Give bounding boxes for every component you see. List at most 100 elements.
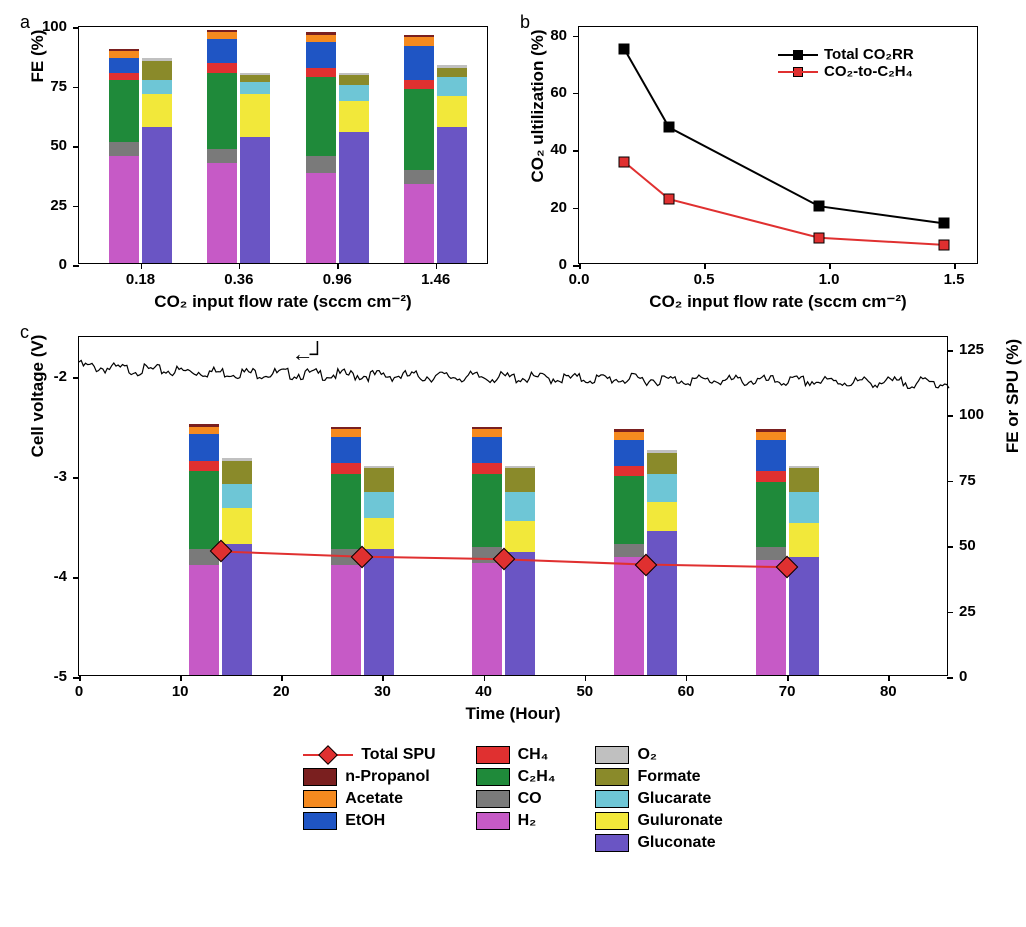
bar-segment-h2: [109, 156, 139, 263]
panel-a-plot: 02550751000.180.360.961.46: [78, 26, 488, 264]
bar-segment-ch4: [404, 80, 434, 90]
panel-a-bar-group: [306, 32, 369, 263]
bar-segment-c2h4: [207, 73, 237, 149]
panel-b-marker: [619, 156, 630, 167]
voltage-trace: [79, 360, 949, 388]
panel-c-yrtick: 50: [959, 537, 999, 554]
stacked-bar: [437, 35, 467, 263]
panel-b-ytick: 0: [527, 256, 567, 273]
panel-c-xtick: 20: [269, 683, 293, 700]
bar-segment-ch4: [306, 68, 336, 78]
bar-segment-gluconate: [240, 137, 270, 263]
panel-c-yrtick: 75: [959, 472, 999, 489]
arrow-left-icon: ←┘: [292, 341, 322, 367]
panel-c-yrtick: 25: [959, 603, 999, 620]
stacked-bar: [306, 32, 336, 263]
bar-segment-h2: [306, 173, 336, 263]
panel-b-marker: [814, 232, 825, 243]
legend-item: Guluronate: [595, 812, 722, 830]
bar-segment-formate: [240, 75, 270, 82]
panel-a-xtick: 1.46: [416, 271, 456, 288]
bar-segment-etoh: [306, 42, 336, 68]
bar-segment-formate: [142, 61, 172, 80]
legend-item: Formate: [595, 768, 722, 786]
bar-segment-etoh: [109, 58, 139, 72]
bar-segment-h2: [207, 163, 237, 263]
panel-c-xtick: 0: [67, 683, 91, 700]
panel-c-xtick: 50: [573, 683, 597, 700]
panel-b-xtick: 0.0: [564, 271, 594, 288]
bar-segment-h2: [404, 184, 434, 263]
bar-segment-gluconate: [437, 127, 467, 263]
legend-item: Acetate: [303, 790, 435, 808]
panel-c-xtick: 60: [674, 683, 698, 700]
bar-segment-acetate: [109, 51, 139, 58]
panel-c-ylabel-left: Cell voltage (V): [28, 226, 48, 566]
panel-a-xtick: 0.18: [121, 271, 161, 288]
panel-b-marker: [939, 239, 950, 250]
panel-b-marker: [814, 201, 825, 212]
bar-segment-guluronate: [240, 94, 270, 137]
panel-b-xtick: 1.0: [814, 271, 844, 288]
legend-column: Total SPU n-Propanol Acetate EtOH: [303, 746, 435, 852]
bar-segment-glucarate: [437, 77, 467, 96]
stacked-bar: [207, 30, 237, 263]
panel-a-xlabel: CO₂ input flow rate (sccm cm⁻²): [78, 292, 488, 312]
bar-segment-guluronate: [339, 101, 369, 132]
panel-a-xtick: 0.36: [219, 271, 259, 288]
legend-column: CH₄C₂H₄COH₂: [476, 746, 556, 852]
legend-item: H₂: [476, 812, 556, 830]
panel-b-legend-item: Total CO₂RR: [778, 46, 914, 63]
bar-segment-etoh: [207, 39, 237, 63]
panel-c-ylabel-right: FE or SPU (%): [1003, 226, 1023, 566]
stacked-bar: [404, 35, 434, 263]
bar-segment-glucarate: [339, 85, 369, 102]
legend-item: Total SPU: [303, 746, 435, 764]
panel-c-yrtick: 125: [959, 341, 999, 358]
panel-a-xtick: 0.96: [317, 271, 357, 288]
bar-segment-co: [306, 156, 336, 173]
panel-c-xtick: 80: [876, 683, 900, 700]
bar-segment-acetate: [404, 37, 434, 47]
bar-segment-glucarate: [142, 80, 172, 94]
legend-item: Gluconate: [595, 834, 722, 852]
panel-b-legend-item: CO₂-to-C₂H₄: [778, 63, 914, 80]
panel-b-marker: [664, 194, 675, 205]
stacked-bar: [240, 30, 270, 263]
panel-a-ylabel: FE (%): [28, 0, 48, 175]
bar-segment-acetate: [207, 32, 237, 39]
panel-b-xlabel: CO₂ input flow rate (sccm cm⁻²): [578, 292, 978, 312]
bar-segment-gluconate: [339, 132, 369, 263]
panel-c-xtick: 30: [370, 683, 394, 700]
bar-segment-co: [207, 149, 237, 163]
legend-item: CH₄: [476, 746, 556, 764]
legend-item: EtOH: [303, 812, 435, 830]
bar-segment-ch4: [109, 73, 139, 80]
stacked-bar: [339, 32, 369, 263]
bar-segment-guluronate: [437, 96, 467, 127]
panel-b-xtick: 0.5: [689, 271, 719, 288]
panel-b-marker: [664, 122, 675, 133]
panel-c-xlabel: Time (Hour): [78, 704, 948, 724]
legend-item: C₂H₄: [476, 768, 556, 786]
legend-item: Glucarate: [595, 790, 722, 808]
panel-c-yrtick: 0: [959, 668, 999, 685]
panel-b-xtick: 1.5: [939, 271, 969, 288]
panel-c-lines: [79, 337, 947, 675]
legend-item: O₂: [595, 746, 722, 764]
panel-c-yrtick: 100: [959, 406, 999, 423]
bar-segment-glucarate: [240, 82, 270, 94]
panel-a-bar-group: [109, 49, 172, 263]
bar-segment-co: [404, 170, 434, 184]
legend-item: n-Propanol: [303, 768, 435, 786]
stacked-bar: [109, 49, 139, 263]
bar-segment-co: [109, 142, 139, 156]
panel-c: c -5-4-3-2025507510012501020304050607080…: [8, 318, 1008, 738]
figure-root: a 02550751000.180.360.961.46 FE (%) CO₂ …: [8, 8, 1018, 852]
panel-c-plot: -5-4-3-2025507510012501020304050607080←┘: [78, 336, 948, 676]
bar-segment-formate: [339, 75, 369, 85]
panel-b-marker: [939, 218, 950, 229]
panel-b-ylabel: CO₂ ultilization (%): [528, 0, 548, 225]
panel-c-xtick: 10: [168, 683, 192, 700]
shared-legend: Total SPUn-PropanolAcetateEtOHCH₄C₂H₄COH…: [8, 746, 1018, 852]
